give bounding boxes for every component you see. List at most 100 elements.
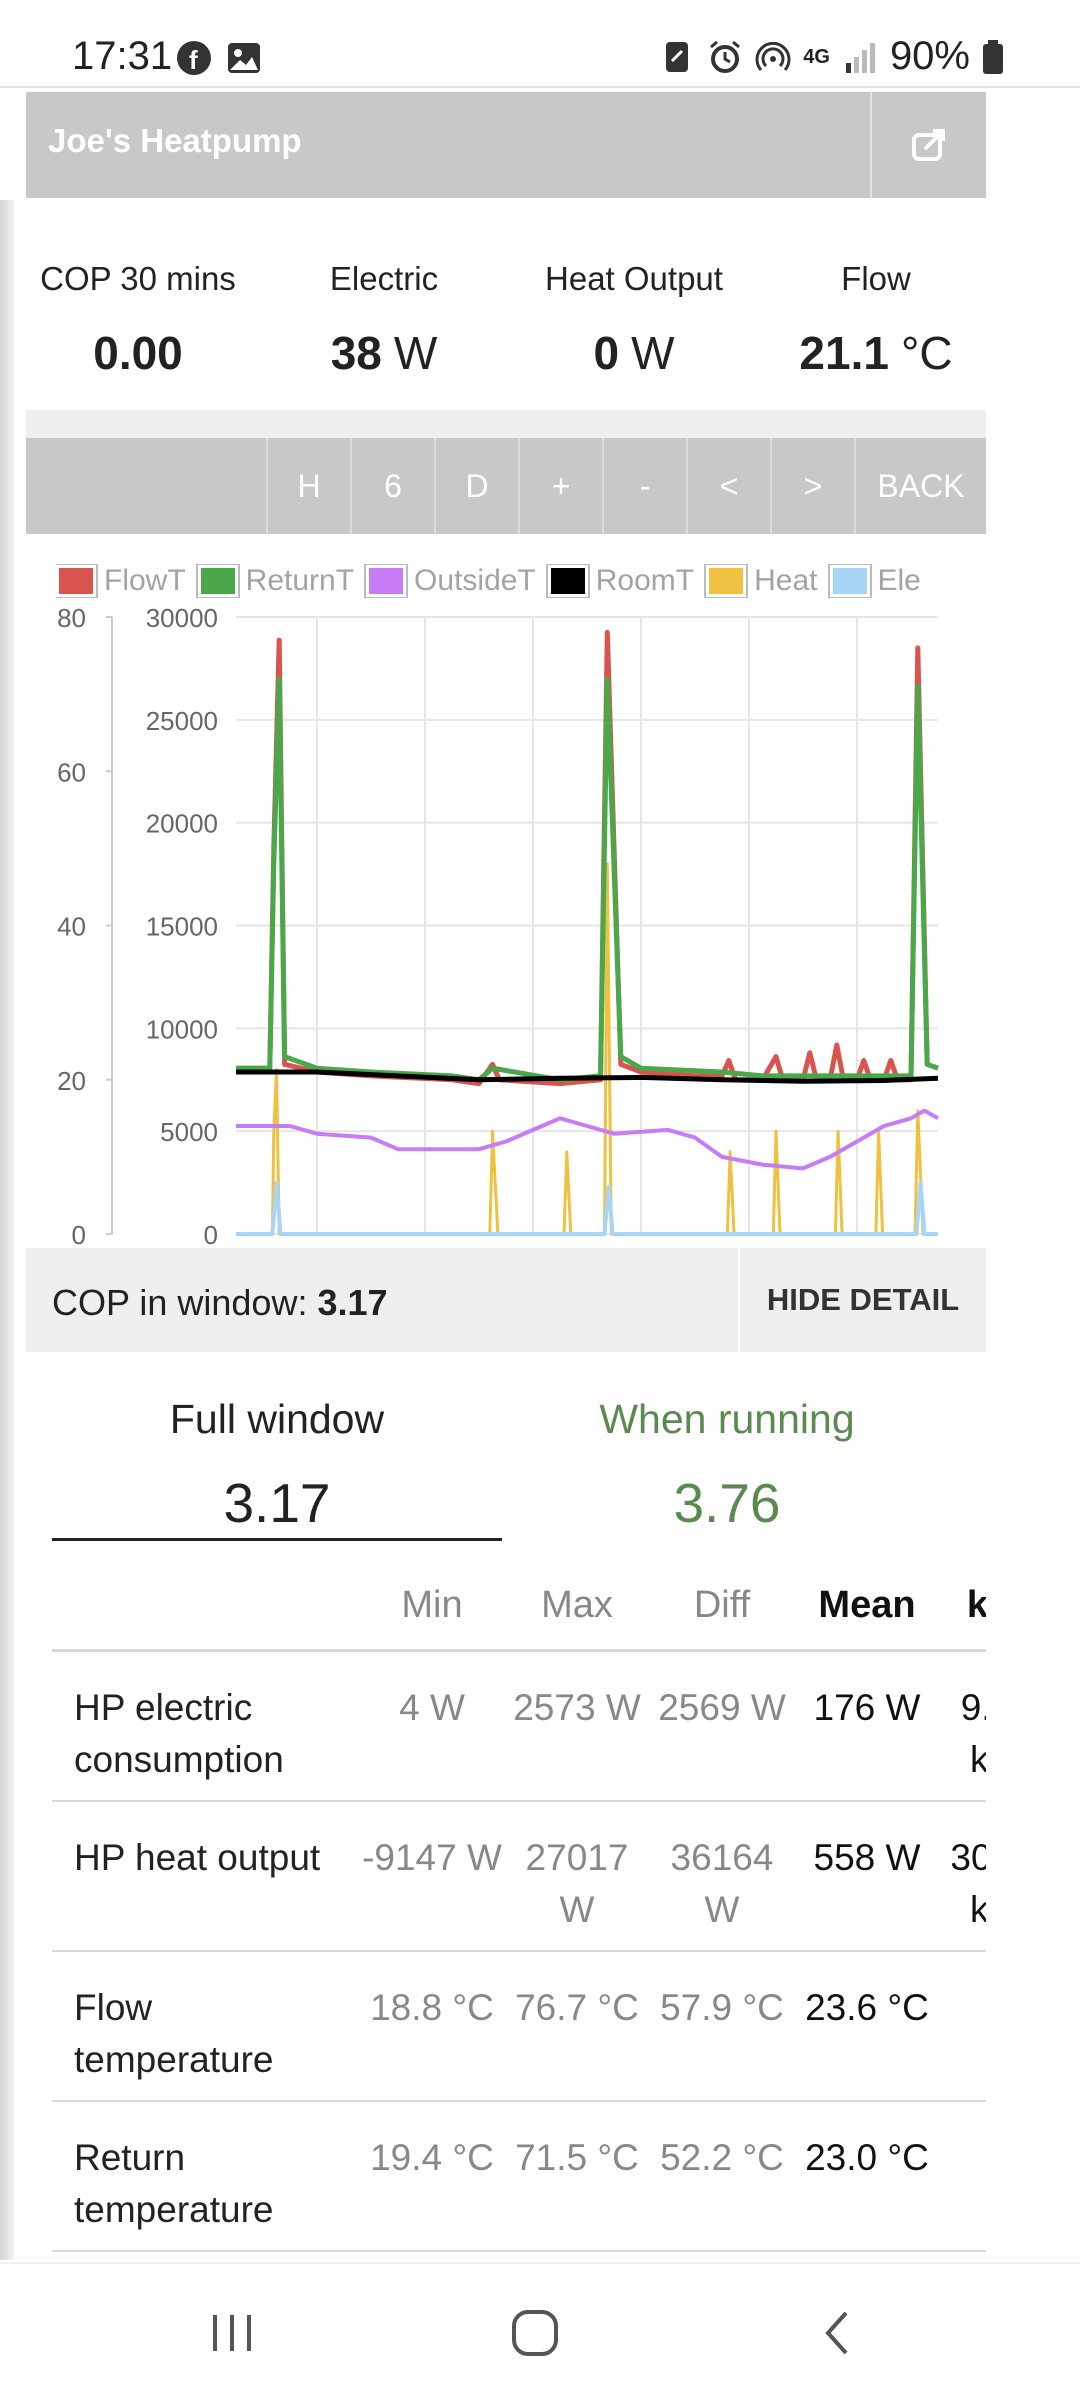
open-external-button[interactable] (870, 92, 986, 198)
zoom-in-button[interactable]: + (518, 438, 602, 534)
status-bar: 17:31 f 4G 90% (0, 0, 1080, 88)
home-button[interactable] (455, 2264, 615, 2400)
stat-label: Electric (329, 260, 439, 297)
range-6h-button[interactable]: 6 (350, 438, 434, 534)
series-line-outsidet (236, 1108, 939, 1171)
row-label: HP electric consumption (74, 1687, 284, 1780)
battery-icon (983, 39, 1003, 74)
cell-kwh: 30.157 kWh (950, 1837, 986, 1930)
stat-flow: Flow 21.1 °C (786, 260, 966, 380)
y-tick-label-right: 10000 (146, 1014, 218, 1044)
pan-left-button[interactable]: < (686, 438, 770, 534)
series-line-roomt (236, 1069, 939, 1084)
cell-mean: 23.6 °C (805, 1987, 929, 2028)
cell-mean: 176 W (813, 1687, 921, 1728)
cell-min: 4 W (399, 1687, 465, 1728)
y-tick-label-right: 0 (204, 1220, 218, 1248)
stat-label: Flow (841, 260, 911, 297)
y-tick-label-left: 60 (57, 757, 86, 787)
range-day-button[interactable]: D (434, 438, 518, 534)
stat-cop: COP 30 mins 0.00 (38, 260, 238, 380)
cell-mean: 23.0 °C (805, 2137, 929, 2178)
stat-label: Heat Output (545, 260, 723, 297)
divider (26, 410, 986, 438)
chart-panel: FlowT ReturnT OutsideT RoomT Heat Ele 80… (26, 534, 986, 1248)
legend-item[interactable]: ReturnT (195, 564, 354, 598)
home-icon (512, 2310, 558, 2356)
x-tick-label: Jul 03 (714, 1246, 783, 1248)
table-header: Min Max Diff Mean kWh (52, 1550, 986, 1652)
hide-detail-button[interactable]: HIDE DETAIL (738, 1248, 986, 1352)
stat-value: 0.00 (93, 327, 183, 379)
zoom-out-button[interactable]: - (602, 438, 686, 534)
network-type: 4G (803, 45, 830, 68)
legend-swatch (545, 564, 590, 598)
table-row: HP electric consumption 4 W 2573 W 2569 … (52, 1652, 986, 1802)
status-time: 17:31 (72, 34, 173, 78)
tab-value: 3.76 (673, 1472, 781, 1534)
cell-diff: 57.9 °C (660, 1987, 784, 2028)
recent-apps-button[interactable] (152, 2264, 312, 2400)
y-tick-label-right: 5000 (160, 1117, 218, 1147)
legend-item[interactable]: Ele (827, 564, 921, 598)
col-header-min: Min (401, 1584, 463, 1626)
x-tick-label: Jul 01 (282, 1246, 351, 1248)
cell-min: 19.4 °C (370, 2137, 494, 2178)
svg-text:f: f (189, 45, 198, 75)
chart-legend: FlowT ReturnT OutsideT RoomT Heat Ele (56, 564, 960, 598)
table-row: Return temperature 19.4 °C 71.5 °C 52.2 … (52, 2102, 986, 2252)
legend-swatch (195, 564, 240, 598)
page-title: Joe's Heatpump (48, 122, 302, 159)
chart-plot[interactable]: 80 60 40 20 0 30000 25000 20000 15000 10000 5000 0 J… (26, 534, 986, 1248)
legend-item[interactable]: FlowT (56, 564, 186, 598)
back-nav-button[interactable] (758, 2264, 918, 2400)
active-tab-indicator (52, 1538, 502, 1541)
table-row: Flow temperature 18.8 °C 76.7 °C 57.9 °C… (52, 1952, 986, 2102)
cell-max: 71.5 °C (515, 2137, 639, 2178)
row-label: HP heat output (74, 1837, 321, 1878)
stat-electric: Electric 38 W (294, 260, 474, 380)
legend-item[interactable]: OutsideT (364, 564, 536, 598)
cop-window-label: COP in window: 3.17 (52, 1282, 388, 1323)
cop-summary-bar: COP in window: 3.17 HIDE DETAIL (26, 1248, 986, 1352)
stat-value: 21.1 °C (799, 327, 953, 379)
cell-kwh: 9.500 kWh (960, 1687, 986, 1780)
col-header-diff: Diff (693, 1584, 751, 1626)
col-header-max: Max (541, 1584, 613, 1626)
series-line-ele (236, 1180, 938, 1236)
tab-when-running[interactable]: When running 3.76 (502, 1396, 952, 1535)
series-line-heat (236, 862, 938, 1236)
tab-full-window[interactable]: Full window 3.17 (52, 1396, 502, 1535)
pan-right-button[interactable]: > (770, 438, 854, 534)
app-header: Joe's Heatpump (26, 92, 986, 198)
legend-item[interactable]: RoomT (545, 564, 694, 598)
tab-value: 3.17 (223, 1472, 331, 1534)
row-label: Return temperature (74, 2137, 274, 2230)
signal-icon (845, 42, 875, 73)
x-tick-label: Jul 02 (606, 1246, 675, 1248)
y-tick-label-left: 0 (72, 1220, 86, 1248)
range-hour-button[interactable]: H (266, 438, 350, 534)
back-button[interactable]: BACK (854, 438, 986, 534)
y-tick-label-left: 40 (57, 912, 86, 942)
y-tick-label-right: 15000 (146, 912, 218, 942)
cell-max: 27017 W (525, 1837, 629, 1930)
legend-swatch (704, 564, 749, 598)
recent-apps-icon (213, 2315, 251, 2351)
app-page: Joe's Heatpump COP 30 mins 0.00 Electric… (26, 92, 986, 2262)
col-header-kwh: kWh (966, 1584, 986, 1626)
legend-item[interactable]: Heat (704, 564, 818, 598)
legend-swatch (56, 564, 98, 598)
y-tick-label-left: 80 (57, 603, 86, 633)
facebook-icon: f (177, 41, 211, 75)
stats-panel: COP 30 mins 0.00 Electric 38 W Heat Outpu… (26, 198, 986, 410)
row-label: Flow temperature (74, 1987, 274, 2080)
y-tick-label-left: 20 (57, 1066, 86, 1096)
hotspot-icon (755, 41, 791, 71)
back-icon (825, 2311, 848, 2355)
y-tick-label-right: 30000 (146, 603, 218, 633)
cell-diff: 52.2 °C (660, 2137, 784, 2178)
stats-table: Min Max Diff Mean kWh HP electric consum… (52, 1550, 986, 2252)
